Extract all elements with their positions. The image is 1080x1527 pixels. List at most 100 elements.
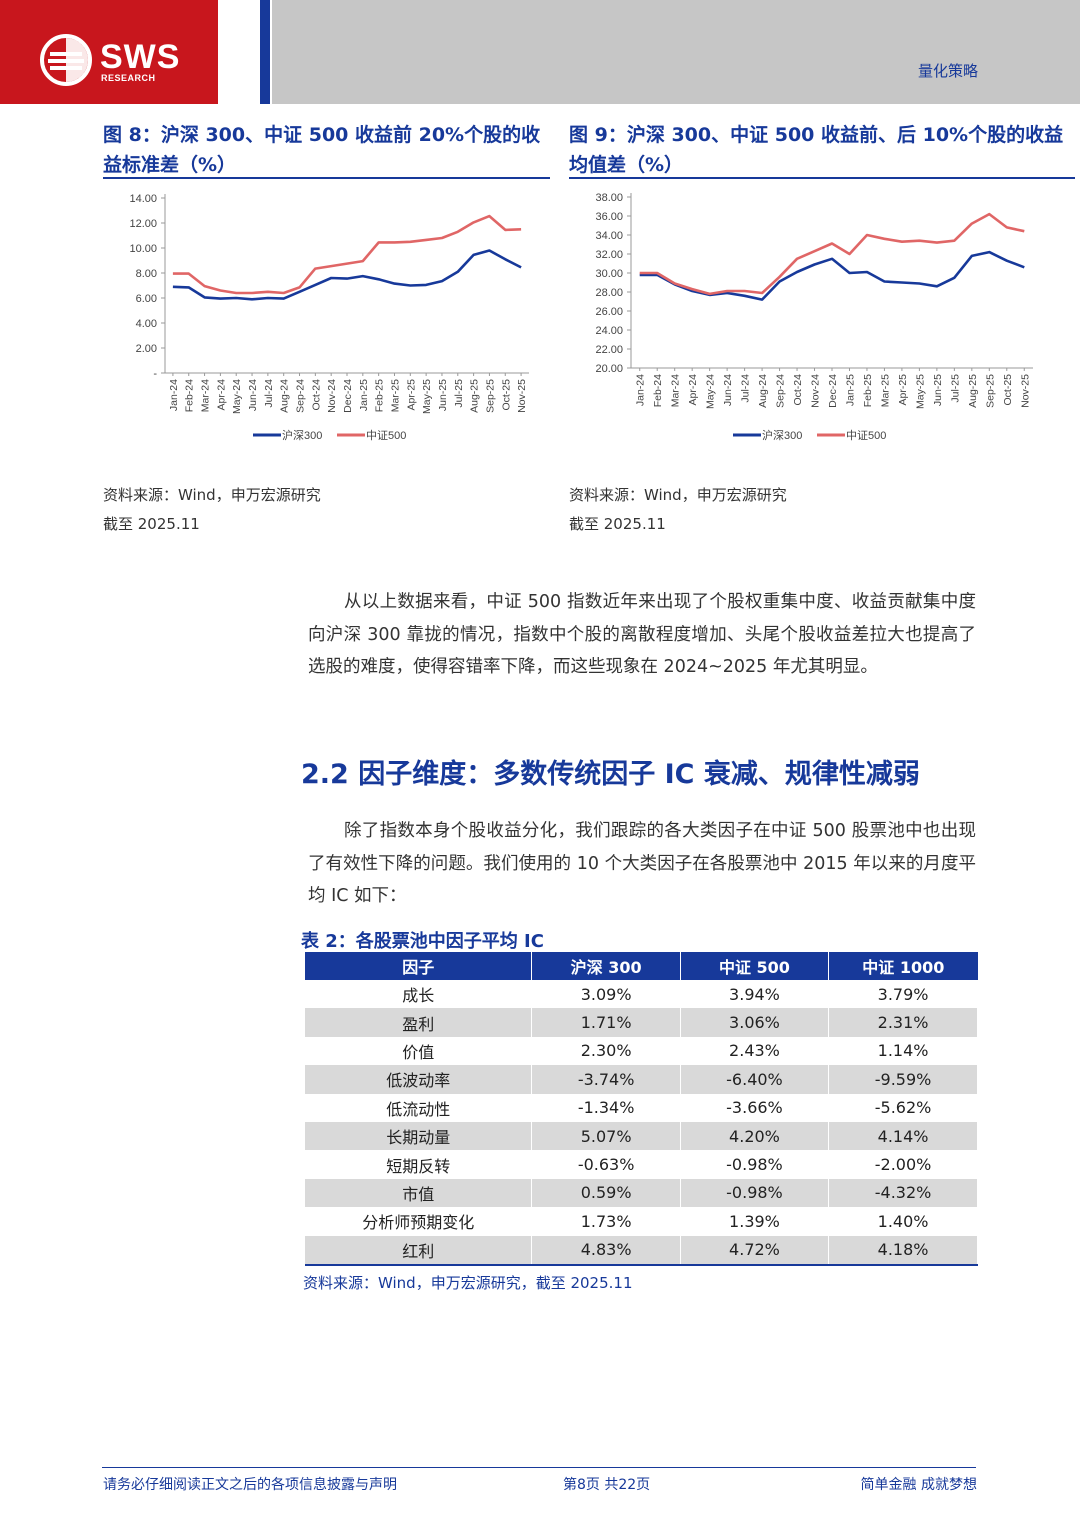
table-cell: 盈利 bbox=[305, 1008, 533, 1037]
x-tick-label: Jun-24 bbox=[247, 379, 259, 411]
table-cell: 4.20% bbox=[680, 1121, 830, 1151]
y-tick-label: 36.00 bbox=[595, 211, 623, 223]
header-gray-band bbox=[272, 0, 1080, 104]
y-tick-label: 14.00 bbox=[129, 193, 157, 205]
x-tick-label: Jul-24 bbox=[740, 374, 752, 403]
table-cell: 5.07% bbox=[531, 1121, 681, 1151]
y-tick-label: 8.00 bbox=[136, 268, 157, 280]
table-cell: 成长 bbox=[305, 980, 533, 1009]
table-cell: 1.14% bbox=[828, 1036, 978, 1066]
table-cell: 3.06% bbox=[680, 1008, 830, 1037]
table-cell: 3.94% bbox=[680, 980, 830, 1009]
x-tick-label: Aug-24 bbox=[757, 374, 769, 408]
table-row: 盈利 1.71% 3.06% 2.31% bbox=[305, 1008, 978, 1037]
table-cell: -0.63% bbox=[531, 1150, 681, 1179]
y-tick-label: 4.00 bbox=[136, 318, 157, 330]
table-cell: 4.83% bbox=[531, 1235, 681, 1266]
x-tick-label: Sep-24 bbox=[295, 379, 307, 413]
figure9-chart: 20.00 22.00 24.00 26.00 28.00 30.00 32.00 34.00… bbox=[595, 192, 1033, 442]
logo-text: SWS bbox=[100, 38, 181, 76]
table-cell: -4.32% bbox=[828, 1178, 978, 1208]
table-cell: 价值 bbox=[305, 1036, 533, 1066]
y-tick-label: 6.00 bbox=[136, 293, 157, 305]
header-brand-block bbox=[0, 0, 218, 104]
x-tick-label: Aug-25 bbox=[967, 374, 979, 408]
table-cell: 2.30% bbox=[531, 1036, 681, 1066]
x-tick-label: Jul-24 bbox=[263, 379, 275, 408]
series-line-沪深300 bbox=[172, 249, 522, 301]
x-tick-label: Feb-25 bbox=[374, 379, 386, 412]
x-tick-label: Apr-25 bbox=[897, 374, 909, 406]
x-tick-label: Nov-24 bbox=[326, 379, 338, 413]
table-header-cell: 沪深 300 bbox=[531, 952, 681, 980]
legend-label: 沪深300 bbox=[282, 428, 322, 442]
x-tick-label: Sep-25 bbox=[984, 374, 996, 408]
x-tick-label: May-24 bbox=[705, 374, 717, 409]
table-cell: 红利 bbox=[305, 1235, 533, 1266]
table-cell: 1.71% bbox=[531, 1008, 681, 1037]
table-row: 市值 0.59% -0.98% -4.32% bbox=[305, 1178, 978, 1208]
x-tick-label: Mar-24 bbox=[200, 379, 212, 412]
table-cell: 2.43% bbox=[680, 1036, 830, 1066]
x-tick-label: Sep-25 bbox=[484, 379, 496, 413]
table-cell: -3.66% bbox=[680, 1093, 830, 1122]
x-tick-label: Jul-25 bbox=[453, 379, 465, 408]
table-row: 成长 3.09% 3.94% 3.79% bbox=[305, 980, 978, 1009]
table-cell: 低流动性 bbox=[305, 1093, 533, 1122]
series-line-中证500 bbox=[639, 212, 1025, 296]
y-tick-label: 2.00 bbox=[136, 343, 157, 355]
legend-label: 中证500 bbox=[846, 429, 886, 442]
figure8-title: 图 8：沪深 300、中证 500 收益前 20%个股的收益标准差（%） bbox=[103, 124, 541, 176]
x-tick-label: Dec-24 bbox=[827, 374, 839, 408]
x-tick-label: Oct-25 bbox=[1002, 374, 1014, 406]
legend-label: 中证500 bbox=[366, 429, 406, 442]
table-cell: 分析师预期变化 bbox=[305, 1207, 533, 1236]
x-tick-label: Sep-24 bbox=[775, 374, 787, 408]
figure9-date: 截至 2025.11 bbox=[569, 515, 666, 533]
x-tick-label: Jun-25 bbox=[437, 379, 449, 411]
table-cell: -6.40% bbox=[680, 1065, 830, 1094]
table-title: 表 2：各股票池中因子平均 IC bbox=[301, 931, 544, 952]
table-cell: 0.59% bbox=[531, 1178, 681, 1208]
paragraph-1: 从以上数据来看，中证 500 指数近年来出现了个股权重集中度、收益贡献集中度向沪… bbox=[308, 592, 976, 677]
y-tick-label: 12.00 bbox=[129, 218, 157, 230]
table-cell: -9.59% bbox=[828, 1065, 978, 1094]
x-tick-label: Oct-25 bbox=[500, 379, 512, 411]
table-cell: 短期反转 bbox=[305, 1150, 533, 1179]
x-tick-label: Feb-25 bbox=[862, 374, 874, 407]
table-cell: -0.98% bbox=[680, 1178, 830, 1208]
x-tick-label: Jun-25 bbox=[932, 374, 944, 406]
x-tick-label: Aug-25 bbox=[469, 379, 481, 413]
figure9-source: 资料来源：Wind，申万宏源研究 bbox=[569, 486, 787, 504]
x-tick-label: May-24 bbox=[231, 379, 243, 414]
y-tick-label: 38.00 bbox=[595, 192, 623, 204]
table-cell: 市值 bbox=[305, 1178, 533, 1208]
x-tick-label: Mar-24 bbox=[670, 374, 682, 407]
section-title: 2.2 因子维度：多数传统因子 IC 衰减、规律性减弱 bbox=[301, 759, 920, 790]
paragraph-2: 除了指数本身个股收益分化，我们跟踪的各大类因子在中证 500 股票池中也出现了有… bbox=[308, 821, 976, 906]
x-tick-label: Dec-24 bbox=[342, 379, 354, 413]
x-tick-label: Jan-25 bbox=[844, 374, 856, 406]
table-cell: 1.39% bbox=[680, 1207, 830, 1236]
x-tick-label: Feb-24 bbox=[184, 379, 196, 412]
legend-label: 沪深300 bbox=[762, 428, 802, 442]
x-tick-label: Mar-25 bbox=[879, 374, 891, 407]
x-tick-label: Jan-24 bbox=[168, 379, 180, 411]
figure8-date: 截至 2025.11 bbox=[103, 515, 200, 533]
table-cell: 3.09% bbox=[531, 980, 681, 1009]
table-row: 分析师预期变化 1.73% 1.39% 1.40% bbox=[305, 1207, 978, 1236]
table-cell: 1.40% bbox=[828, 1207, 978, 1236]
table-cell: -1.34% bbox=[531, 1093, 681, 1122]
table-cell: 2.31% bbox=[828, 1008, 978, 1037]
table-row: 短期反转 -0.63% -0.98% -2.00% bbox=[305, 1150, 978, 1179]
x-tick-label: Nov-25 bbox=[1019, 374, 1031, 408]
x-tick-label: Jul-25 bbox=[949, 374, 961, 403]
figure8-title-rule bbox=[103, 177, 550, 179]
y-tick-label: 26.00 bbox=[595, 306, 623, 318]
report-category: 量化策略 bbox=[917, 62, 978, 80]
table-cell: 4.72% bbox=[680, 1235, 830, 1266]
table-row: 长期动量 5.07% 4.20% 4.14% bbox=[305, 1121, 978, 1151]
y-tick-label: 22.00 bbox=[595, 344, 623, 356]
x-tick-label: Apr-24 bbox=[215, 379, 227, 411]
y-tick-label: 24.00 bbox=[595, 325, 623, 337]
